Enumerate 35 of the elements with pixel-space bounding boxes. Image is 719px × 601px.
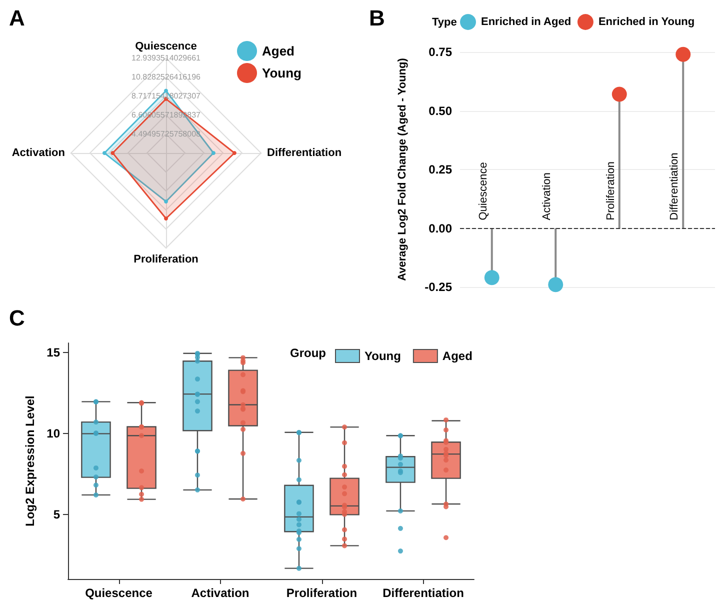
y-tick-label: 0.25 [428,162,452,176]
spoke-label: Proliferation [134,254,199,266]
spoke-label: Quiescence [135,40,197,52]
y-axis-title: Average Log2 Fold Change (Aged - Young) [396,58,408,281]
x-tick-label: Quiescence [85,586,153,600]
y-tick-label: -0.25 [424,280,452,294]
legend-title: Group [290,346,326,360]
y-tick-label: 5 [53,507,60,522]
chart-title: A [9,6,25,30]
x-tick-label: Proliferation [604,162,617,220]
x-tick-label: Proliferation [286,586,358,600]
x-tick-label: Differentiation [382,586,464,600]
y-axis-title: Log2 Expression Level [22,396,37,526]
legend-label: Aged [262,44,295,58]
y-tick-label: 12.9393514029661 [132,54,202,63]
legend-label: Enriched in Aged [481,16,572,28]
chart-title: C [9,306,25,330]
y-tick-label: 10.8282526416196 [132,72,202,82]
y-tick-label: 0.00 [428,221,452,236]
spoke-label: Activation [12,147,66,159]
x-tick-label: Quiescence [477,162,490,220]
legend-label: Young [364,349,401,363]
legend-label: Enriched in Young [598,16,695,28]
legend-label: Young [262,66,302,80]
y-tick-label: 0.50 [428,104,452,118]
y-tick-label: 15 [46,346,60,360]
legend-label: Aged [442,349,472,363]
y-tick-label: 10 [46,426,60,441]
spoke-label: Differentiation [267,147,342,159]
x-tick-label: Activation [541,172,554,220]
x-tick-label: Activation [191,586,250,600]
legend-title: Type [432,16,457,28]
x-tick-label: Differentiation [668,152,681,220]
chart-title: B [369,6,385,30]
y-tick-label: 0.75 [428,45,452,59]
